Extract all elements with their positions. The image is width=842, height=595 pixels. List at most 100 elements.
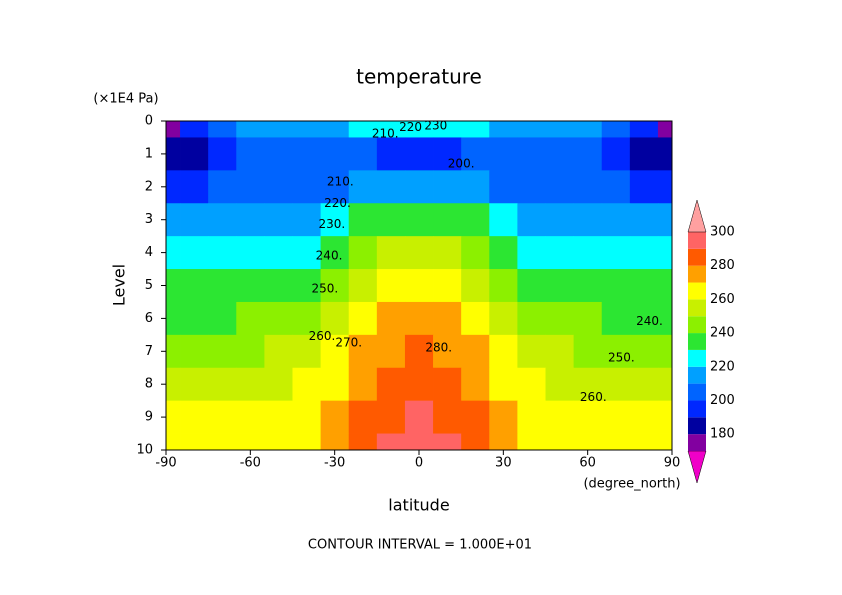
field-cell — [657, 433, 673, 451]
field-cell — [376, 137, 406, 171]
field-cell — [236, 269, 265, 303]
colorbar-swatch — [688, 333, 706, 350]
field-cell — [404, 121, 434, 138]
field-cell — [320, 121, 350, 138]
field-cell — [236, 203, 265, 237]
x-tick-label: 60 — [579, 456, 596, 471]
field-cell — [601, 236, 631, 270]
field-cell — [292, 236, 322, 270]
field-cell — [320, 269, 350, 303]
field-cell — [320, 400, 350, 434]
field-cell — [545, 203, 575, 237]
field-cell — [601, 433, 631, 451]
field-cell — [601, 170, 631, 204]
field-cell — [292, 121, 322, 138]
field-cell — [348, 334, 378, 369]
field-cell — [292, 203, 322, 237]
field-cell — [166, 400, 181, 434]
field-cell — [166, 236, 181, 270]
field-cell — [180, 334, 209, 369]
field-cell — [573, 400, 603, 434]
field-cell — [236, 121, 265, 138]
colorbar-swatch — [688, 282, 706, 300]
field-cell — [208, 269, 237, 303]
field-cell — [404, 367, 434, 402]
field-cell — [629, 367, 659, 402]
colorbar-label: 280 — [710, 258, 735, 273]
x-tick-label: 0 — [415, 456, 423, 471]
field-cell — [404, 433, 434, 451]
field-cell — [292, 433, 322, 451]
field-cell — [545, 334, 575, 369]
field-cell — [489, 334, 518, 369]
colorbar-swatch — [688, 316, 706, 334]
field-cell — [166, 269, 181, 303]
x-tick-label: -60 — [240, 456, 261, 471]
contour-label: 280. — [425, 341, 452, 355]
field-cell — [489, 367, 518, 402]
field-cell — [433, 367, 462, 402]
field-cell — [461, 170, 490, 204]
field-cell — [404, 301, 434, 336]
field-cell — [601, 367, 631, 402]
field-cell — [461, 203, 490, 237]
field-cell — [573, 367, 603, 402]
field-cell — [166, 367, 181, 402]
field-cell — [433, 400, 462, 434]
colorbar-label: 220 — [710, 359, 735, 374]
field-cell — [629, 170, 659, 204]
field-cell — [348, 121, 378, 138]
field-cell — [629, 236, 659, 270]
field-cell — [292, 400, 322, 434]
field-cell — [573, 301, 603, 336]
y-unit-label: (×1E4 Pa) — [93, 92, 158, 107]
y-tick-label: 6 — [145, 311, 153, 326]
field-cell — [166, 170, 181, 204]
y-tick-label: 2 — [145, 179, 153, 194]
colorbar-swatch — [688, 232, 706, 249]
field-cell — [461, 400, 490, 434]
field-cell — [292, 301, 322, 336]
field-cell — [348, 269, 378, 303]
y-tick-label: 7 — [145, 344, 153, 359]
y-tick-label: 5 — [145, 278, 153, 293]
y-tick-label: 1 — [145, 146, 153, 161]
x-axis-title: latitude — [388, 496, 449, 515]
field-cell — [264, 367, 293, 402]
field-cell — [573, 236, 603, 270]
contour-label: 260. — [309, 329, 336, 343]
field-cell — [657, 137, 673, 171]
y-tick-label: 4 — [145, 245, 153, 260]
field-cell — [376, 301, 406, 336]
field-cell — [657, 203, 673, 237]
field-cell — [264, 170, 293, 204]
field-cell — [264, 334, 293, 369]
field-cell — [517, 269, 546, 303]
field-cell — [348, 433, 378, 451]
field-cell — [208, 400, 237, 434]
field-cell — [376, 170, 406, 204]
field-cell — [573, 269, 603, 303]
colorbar-label: 200 — [710, 393, 735, 408]
field-cell — [657, 334, 673, 369]
colorbar-swatch — [688, 434, 706, 451]
field-cell — [320, 367, 350, 402]
x-unit-label: (degree_north) — [583, 477, 680, 492]
field-cell — [348, 236, 378, 270]
field-cell — [517, 400, 546, 434]
field-cell — [208, 170, 237, 204]
field-cell — [461, 137, 490, 171]
contour-label: 210. — [327, 174, 354, 188]
field-cell — [236, 170, 265, 204]
field-cell — [629, 400, 659, 434]
field-cell — [601, 334, 631, 369]
field-cell — [180, 137, 209, 171]
field-cell — [208, 301, 237, 336]
field-cell — [433, 301, 462, 336]
contour-label: 230. — [318, 217, 345, 231]
field-cell — [601, 301, 631, 336]
field-cell — [236, 400, 265, 434]
field-cell — [629, 203, 659, 237]
contour-label: 250. — [311, 281, 338, 295]
contour-label: 230 — [424, 118, 447, 132]
